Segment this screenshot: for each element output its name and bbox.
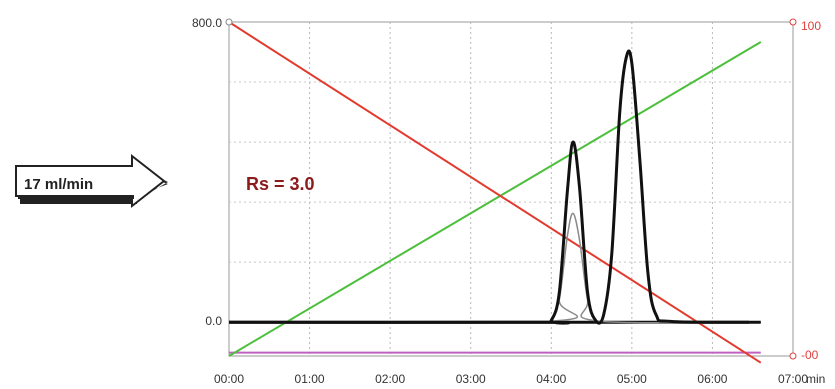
y-left-tick-zero: 0.0 (205, 314, 222, 328)
right-axis-marker (789, 18, 797, 26)
left-axis-marker (225, 18, 233, 26)
x-tick-label: 03:00 (456, 372, 486, 386)
x-tick-label: 01:00 (295, 372, 325, 386)
x-tick-label: 05:00 (617, 372, 647, 386)
series (225, 18, 797, 364)
y-left-tick-top: 800.0 (192, 16, 222, 30)
red-series-line (228, 21, 762, 364)
black-series-line (228, 49, 761, 325)
flow-rate-label: 17 ml/min (24, 176, 93, 193)
flow-rate-arrow: 17 ml/min (15, 153, 168, 209)
y-right-tick-bottom: -00 (801, 348, 819, 362)
x-tick-label: 04:00 (536, 372, 566, 386)
right-axis-marker (789, 352, 797, 360)
x-unit-label: min (806, 372, 825, 386)
x-axis-ticks: 00:00 01:00 02:00 03:00 04:00 05:00 06:00 07:00 (214, 372, 808, 386)
x-tick-label: 07:00 (778, 372, 808, 386)
x-tick-label: 02:00 (375, 372, 405, 386)
x-tick-label: 00:00 (214, 372, 244, 386)
x-tick-label: 06:00 (697, 372, 727, 386)
resolution-annotation: Rs = 3.0 (246, 174, 315, 194)
green-series-line (228, 41, 762, 357)
y-right-tick-top: 100 (801, 19, 821, 33)
